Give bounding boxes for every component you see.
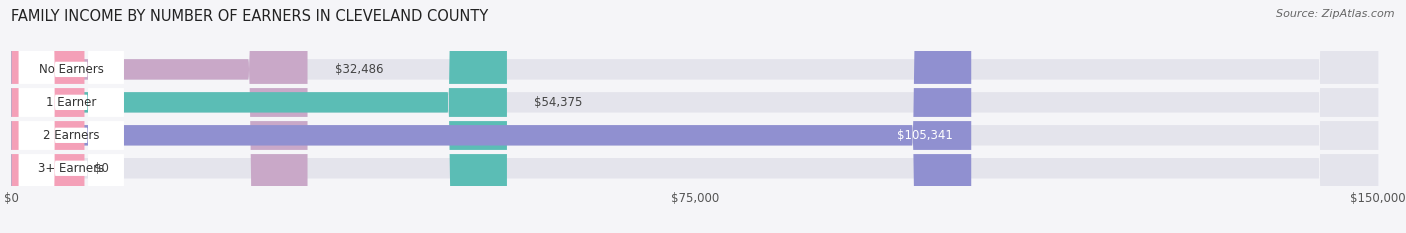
Text: 2 Earners: 2 Earners — [44, 129, 100, 142]
FancyBboxPatch shape — [11, 0, 1378, 233]
Text: $54,375: $54,375 — [534, 96, 582, 109]
Text: No Earners: No Earners — [39, 63, 104, 76]
Text: 1 Earner: 1 Earner — [46, 96, 97, 109]
FancyBboxPatch shape — [11, 0, 972, 233]
Text: Source: ZipAtlas.com: Source: ZipAtlas.com — [1277, 9, 1395, 19]
Text: $32,486: $32,486 — [335, 63, 384, 76]
FancyBboxPatch shape — [11, 0, 1378, 233]
Text: FAMILY INCOME BY NUMBER OF EARNERS IN CLEVELAND COUNTY: FAMILY INCOME BY NUMBER OF EARNERS IN CL… — [11, 9, 488, 24]
FancyBboxPatch shape — [18, 0, 124, 233]
FancyBboxPatch shape — [11, 0, 508, 233]
FancyBboxPatch shape — [11, 0, 1378, 233]
Text: 3+ Earners: 3+ Earners — [38, 162, 104, 175]
Text: $0: $0 — [94, 162, 108, 175]
FancyBboxPatch shape — [11, 0, 84, 233]
Text: $105,341: $105,341 — [897, 129, 953, 142]
FancyBboxPatch shape — [11, 0, 308, 233]
FancyBboxPatch shape — [11, 0, 1378, 233]
FancyBboxPatch shape — [18, 0, 124, 233]
FancyBboxPatch shape — [18, 0, 124, 233]
FancyBboxPatch shape — [18, 0, 124, 233]
